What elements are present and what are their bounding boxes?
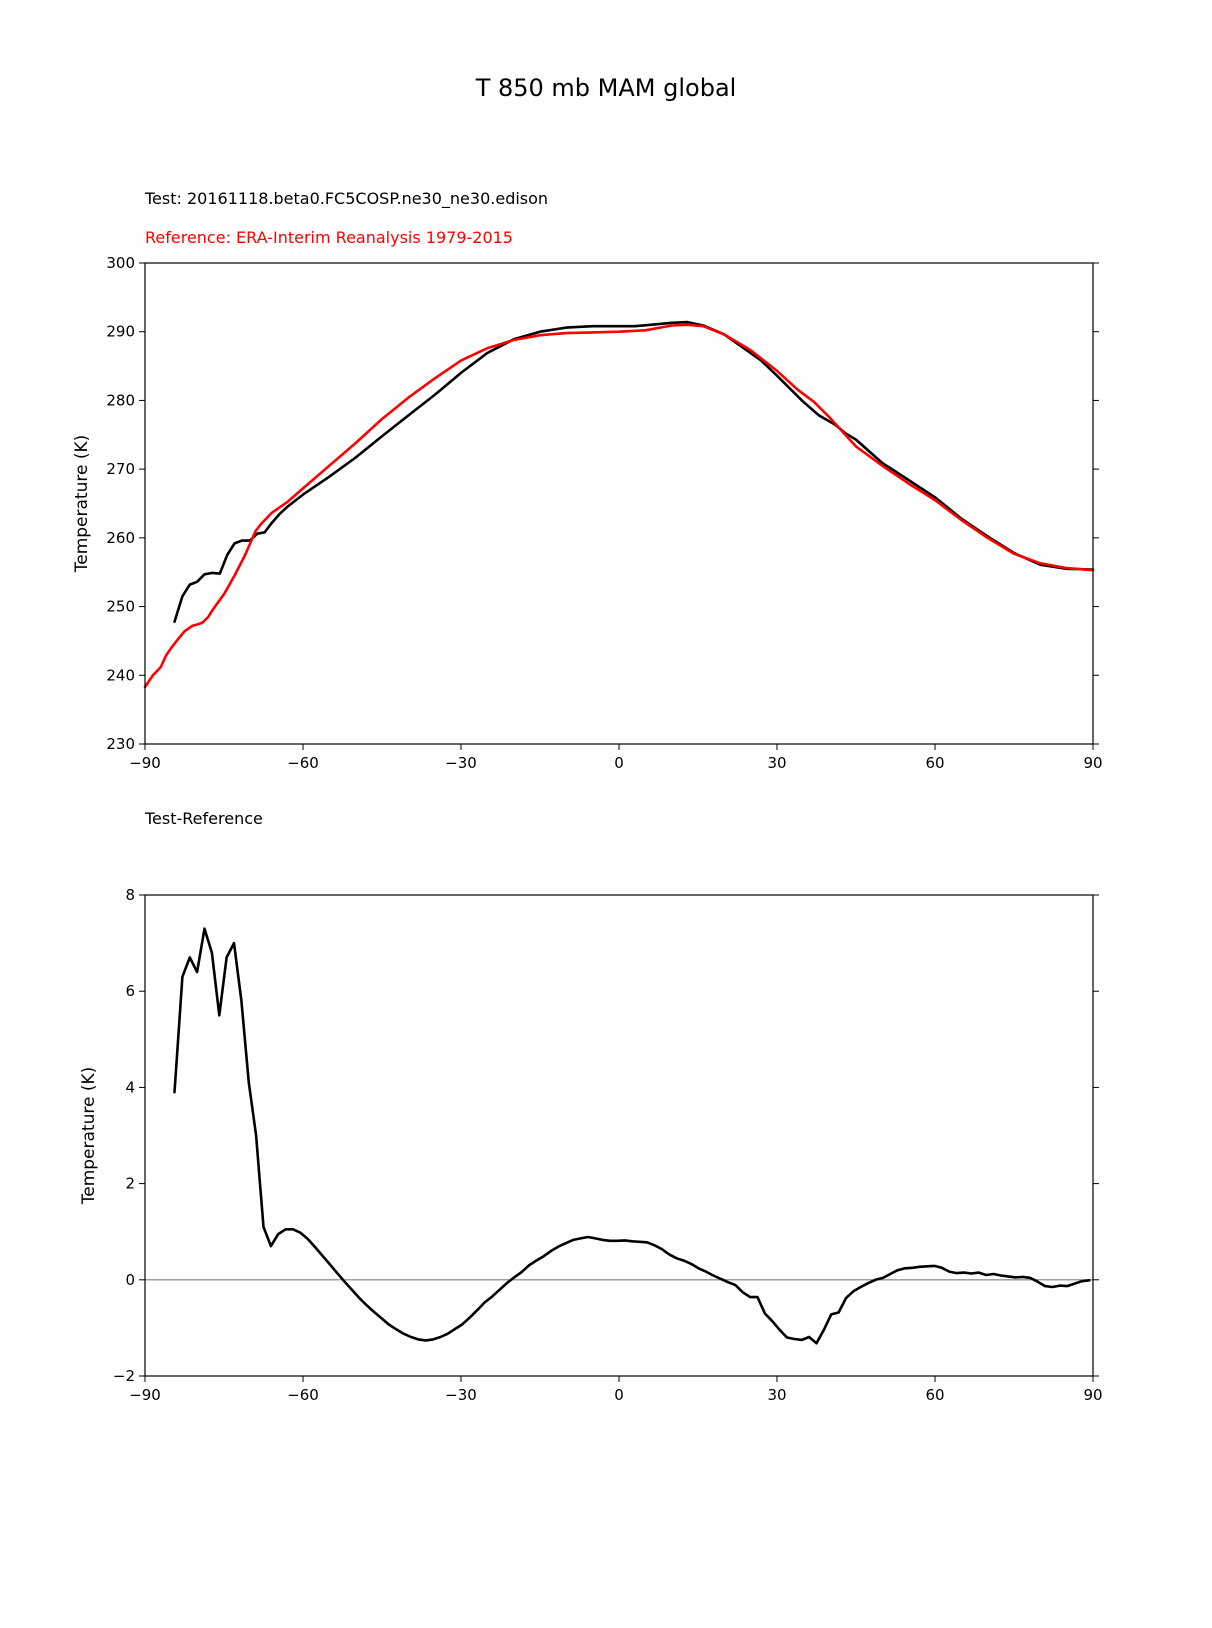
y-axis-label: Temperature (K)	[79, 1067, 99, 1206]
x-tick-label: −90	[129, 1386, 161, 1404]
test-label: Test: 20161118.beta0.FC5COSP.ne30_ne30.e…	[145, 189, 549, 208]
y-tick-label: 270	[106, 460, 135, 478]
y-tick-label: 240	[106, 666, 135, 684]
x-tick-label: 60	[925, 1386, 944, 1404]
reference-label: Reference: ERA-Interim Reanalysis 1979-2…	[145, 228, 513, 247]
temperature-panel: −90 −60 −30 0 30 60 90 230 240 250 260 270 280 290 300…	[72, 254, 1103, 772]
plot-frame	[144, 894, 1094, 1377]
series-line-1	[143, 323, 1095, 689]
x-tick-label: 60	[925, 754, 944, 772]
x-tick-label: 30	[767, 1386, 786, 1404]
y-tick-label: 4	[125, 1078, 135, 1096]
x-tick-label: 0	[614, 1386, 624, 1404]
y-tick-label: 8	[125, 886, 135, 904]
y-tick-label: 300	[106, 254, 135, 272]
y-axis-label: Temperature (K)	[72, 435, 92, 574]
x-tick-label: −60	[287, 1386, 319, 1404]
x-tick-label: 90	[1083, 754, 1102, 772]
x-tick-label: −90	[129, 754, 161, 772]
y-tick-label: 280	[106, 391, 135, 409]
difference-panel: −90 −60 −30 0 30 60 90 −2 0 2 4 6 8 Temperature (K)	[79, 886, 1103, 1404]
y-tick-label: 290	[106, 323, 135, 341]
y-tick-label: 6	[125, 982, 135, 1000]
difference-panel-title: Test-Reference	[145, 809, 263, 828]
x-tick-label: −30	[445, 1386, 477, 1404]
figure-title: T 850 mb MAM global	[475, 74, 737, 102]
y-tick-label: 260	[106, 529, 135, 547]
y-tick-label: 230	[106, 735, 135, 753]
x-tick-label: 30	[767, 754, 786, 772]
x-tick-label: −60	[287, 754, 319, 772]
series-line-0	[173, 927, 1091, 1345]
y-tick-label: 0	[125, 1271, 135, 1289]
x-tick-label: 90	[1083, 1386, 1102, 1404]
y-tick-label: 250	[106, 598, 135, 616]
x-tick-label: 0	[614, 754, 624, 772]
series-line-0	[173, 320, 1095, 624]
x-tick-label: −30	[445, 754, 477, 772]
y-tick-label: −2	[113, 1367, 135, 1385]
y-tick-label: 2	[125, 1175, 135, 1193]
